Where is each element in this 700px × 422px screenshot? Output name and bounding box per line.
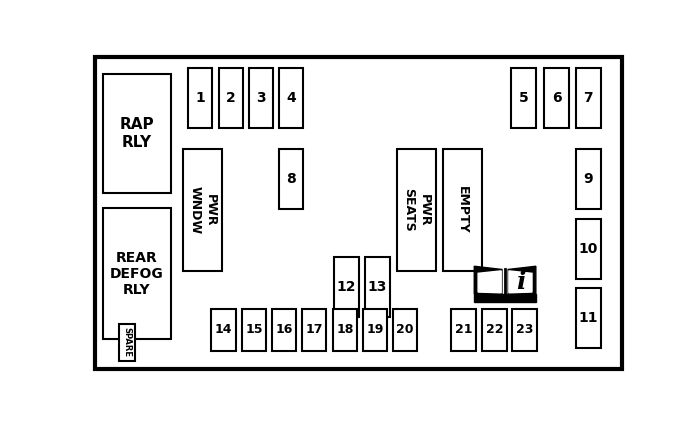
Bar xyxy=(103,208,171,339)
Text: 20: 20 xyxy=(396,323,414,336)
Bar xyxy=(444,149,482,271)
Text: SPARE: SPARE xyxy=(122,327,132,357)
Bar xyxy=(545,68,569,127)
Bar xyxy=(512,308,537,351)
Text: 16: 16 xyxy=(275,323,293,336)
Polygon shape xyxy=(508,266,536,294)
Text: 23: 23 xyxy=(516,323,533,336)
Polygon shape xyxy=(478,271,501,293)
Text: 1: 1 xyxy=(195,91,205,105)
Text: 17: 17 xyxy=(305,323,323,336)
Bar xyxy=(118,324,136,361)
Bar xyxy=(365,257,389,317)
Bar xyxy=(576,288,601,348)
Polygon shape xyxy=(475,294,536,302)
Text: 9: 9 xyxy=(583,172,593,186)
Polygon shape xyxy=(475,266,502,294)
Bar xyxy=(211,308,235,351)
Text: i: i xyxy=(516,271,525,295)
Text: 15: 15 xyxy=(245,323,262,336)
Text: 21: 21 xyxy=(455,323,472,336)
Bar xyxy=(188,68,213,127)
Text: 18: 18 xyxy=(336,323,354,336)
Bar xyxy=(363,308,387,351)
Text: PWR
SEATS: PWR SEATS xyxy=(402,188,430,232)
Bar xyxy=(248,68,273,127)
Bar xyxy=(103,74,171,193)
Text: PWR
WNDW: PWR WNDW xyxy=(188,186,216,234)
Text: 11: 11 xyxy=(578,311,598,325)
Bar xyxy=(393,308,417,351)
Bar xyxy=(576,219,601,279)
Text: 3: 3 xyxy=(256,91,266,105)
Text: 5: 5 xyxy=(519,91,528,105)
Text: 2: 2 xyxy=(226,91,236,105)
Text: 12: 12 xyxy=(337,280,356,294)
Text: 19: 19 xyxy=(366,323,384,336)
Bar xyxy=(279,68,303,127)
Text: EMPTY: EMPTY xyxy=(456,186,469,234)
Bar xyxy=(398,149,435,271)
Text: 22: 22 xyxy=(486,323,503,336)
Text: REAR
DEFOG
RLY: REAR DEFOG RLY xyxy=(110,251,164,297)
Bar xyxy=(241,308,266,351)
Polygon shape xyxy=(509,271,532,293)
Text: 8: 8 xyxy=(286,172,296,186)
Bar xyxy=(482,308,507,351)
Text: 13: 13 xyxy=(368,280,387,294)
Text: 6: 6 xyxy=(552,91,561,105)
Bar xyxy=(576,149,601,209)
Text: 10: 10 xyxy=(578,241,598,256)
Bar xyxy=(218,68,244,127)
Bar xyxy=(279,149,303,209)
Text: 7: 7 xyxy=(583,91,593,105)
Text: 14: 14 xyxy=(214,323,232,336)
Text: RAP
RLY: RAP RLY xyxy=(120,117,154,150)
Bar xyxy=(511,68,536,127)
Bar xyxy=(332,308,357,351)
Bar xyxy=(334,257,358,317)
Text: 4: 4 xyxy=(286,91,296,105)
Bar xyxy=(452,308,476,351)
Bar xyxy=(302,308,326,351)
Bar xyxy=(576,68,601,127)
Bar xyxy=(272,308,296,351)
Bar xyxy=(183,149,222,271)
